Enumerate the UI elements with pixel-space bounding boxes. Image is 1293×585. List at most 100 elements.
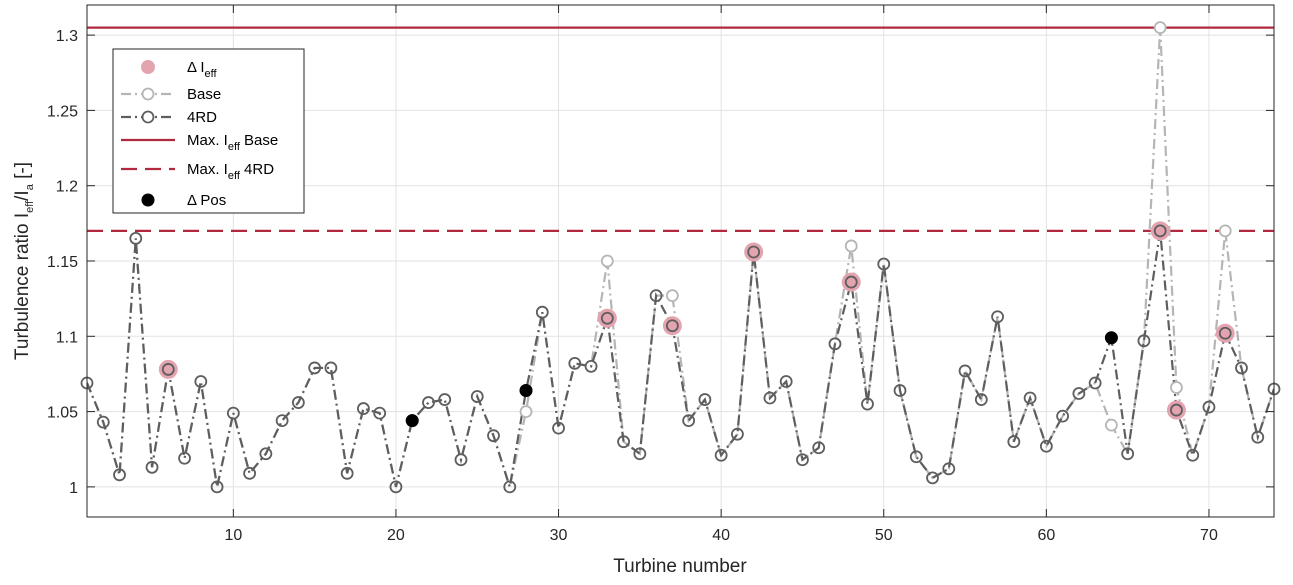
4rd-marker [909,450,923,464]
4rd-marker [291,396,305,409]
4rd-marker [422,396,435,409]
4rd-marker [1039,439,1053,453]
4rd-marker [275,414,289,428]
4rd-marker [812,441,826,455]
legend-label-suffix: 4RD [240,161,274,178]
4rd-marker [243,466,257,480]
x-tick-labels: 10 20 30 40 50 60 70 [224,527,1218,544]
y-tick-label: 1.3 [56,28,78,45]
markers [80,21,1281,494]
legend-label: Δ Ieff [187,59,218,80]
legend-symbol-delta-pos [141,193,155,207]
x-tick-label: 50 [875,527,893,544]
legend-label-suffix: Base [240,132,278,149]
legend-label-main: Base [187,86,221,103]
y-tick-label: 1.2 [56,179,78,196]
4rd-marker [503,480,517,494]
base-marker [844,239,858,253]
4rd-marker [1153,224,1167,238]
4rd-marker [129,232,143,245]
4rd-marker [1186,448,1200,462]
4rd-marker [682,414,696,428]
4rd-marker [974,393,988,406]
4rd-marker [96,415,110,429]
x-tick-label: 40 [712,527,730,544]
4rd-marker [893,384,907,397]
4rd-marker [1235,361,1248,375]
base-marker [1104,418,1118,432]
4rd-marker [357,402,370,415]
4rd-marker [991,310,1004,324]
delta-pos-marker [1104,331,1118,345]
4rd-marker [552,421,565,435]
4rd-marker [145,460,159,474]
legend-label-main: Δ I [187,59,205,76]
axis-ticks [87,5,1274,517]
legend-label: Max. Ieff Base [187,132,278,153]
4rd-marker [194,375,208,388]
y-tick-label: 1.25 [47,103,78,120]
delta-ieff-marker [1166,400,1186,420]
delta-pos-marker [519,384,533,398]
y-axis-title-main: Turbulence ratio I [12,213,33,360]
4rd-marker [161,363,175,376]
legend-label-main: 4RD [187,109,217,126]
legend-label: Δ Pos [187,192,226,209]
4rd-marker [731,427,744,441]
4rd-marker [665,319,679,333]
legend-label-sub: eff [228,141,241,153]
4rd-marker [779,375,793,388]
4rd-marker [226,406,240,420]
delta-ieff-marker [1215,323,1235,343]
y-axis-title-sub2: a [24,183,36,190]
legend-label: Base [187,86,221,103]
legend-label-sub: eff [228,170,241,182]
base-marker [665,289,679,303]
4rd-marker [714,448,728,462]
4rd-marker [438,393,452,406]
4rd-marker [1218,326,1232,340]
legend-label: Max. Ieff 4RD [187,161,274,182]
legend-symbol-base-marker [141,87,155,101]
4rd-marker [454,453,468,467]
4rd-marker [259,447,273,461]
4rd-marker [178,451,191,465]
legend-label-sub: eff [205,68,218,80]
4rd-marker [958,364,972,378]
base-marker [519,405,533,418]
4rd-marker [1088,376,1102,390]
x-tick-label: 70 [1200,527,1218,544]
x-tick-label: 10 [224,527,242,544]
4rd-marker [926,471,939,485]
legend-label-main: Max. I [187,161,228,178]
legend-symbol-delta-ieff [141,60,155,74]
4rd-marker [942,462,956,476]
x-tick-label: 20 [387,527,405,544]
legend-box [112,48,305,214]
4rd-marker [113,468,126,482]
4rd-marker [877,257,891,271]
y-axis-title-mid: /I [12,190,33,201]
4rd-marker [763,391,777,405]
delta-ieff-marker [597,308,617,328]
legend-label-main: Δ Pos [187,192,226,209]
4rd-marker [649,289,663,303]
4rd-marker [1007,435,1021,449]
4rd-marker [584,360,598,373]
y-tick-label: 1.15 [47,254,78,271]
y-tick-label: 1 [69,480,78,497]
y-axis-title: Turbulence ratio Ieff/Ia [-] [12,162,36,360]
4rd-marker [633,447,647,461]
4rd-marker [470,390,484,403]
4rd-marker [796,453,809,467]
delta-ieff-marker [158,359,178,379]
4rd-marker [568,356,582,370]
4rd-marker [1056,409,1070,423]
delta-ieff-marker [744,242,764,262]
y-tick-label: 1.1 [56,329,78,346]
4rd-marker [1121,447,1135,461]
4rd-marker [1023,391,1037,405]
4rd-marker [373,406,387,420]
y-axis-title-end: [-] [12,162,33,184]
